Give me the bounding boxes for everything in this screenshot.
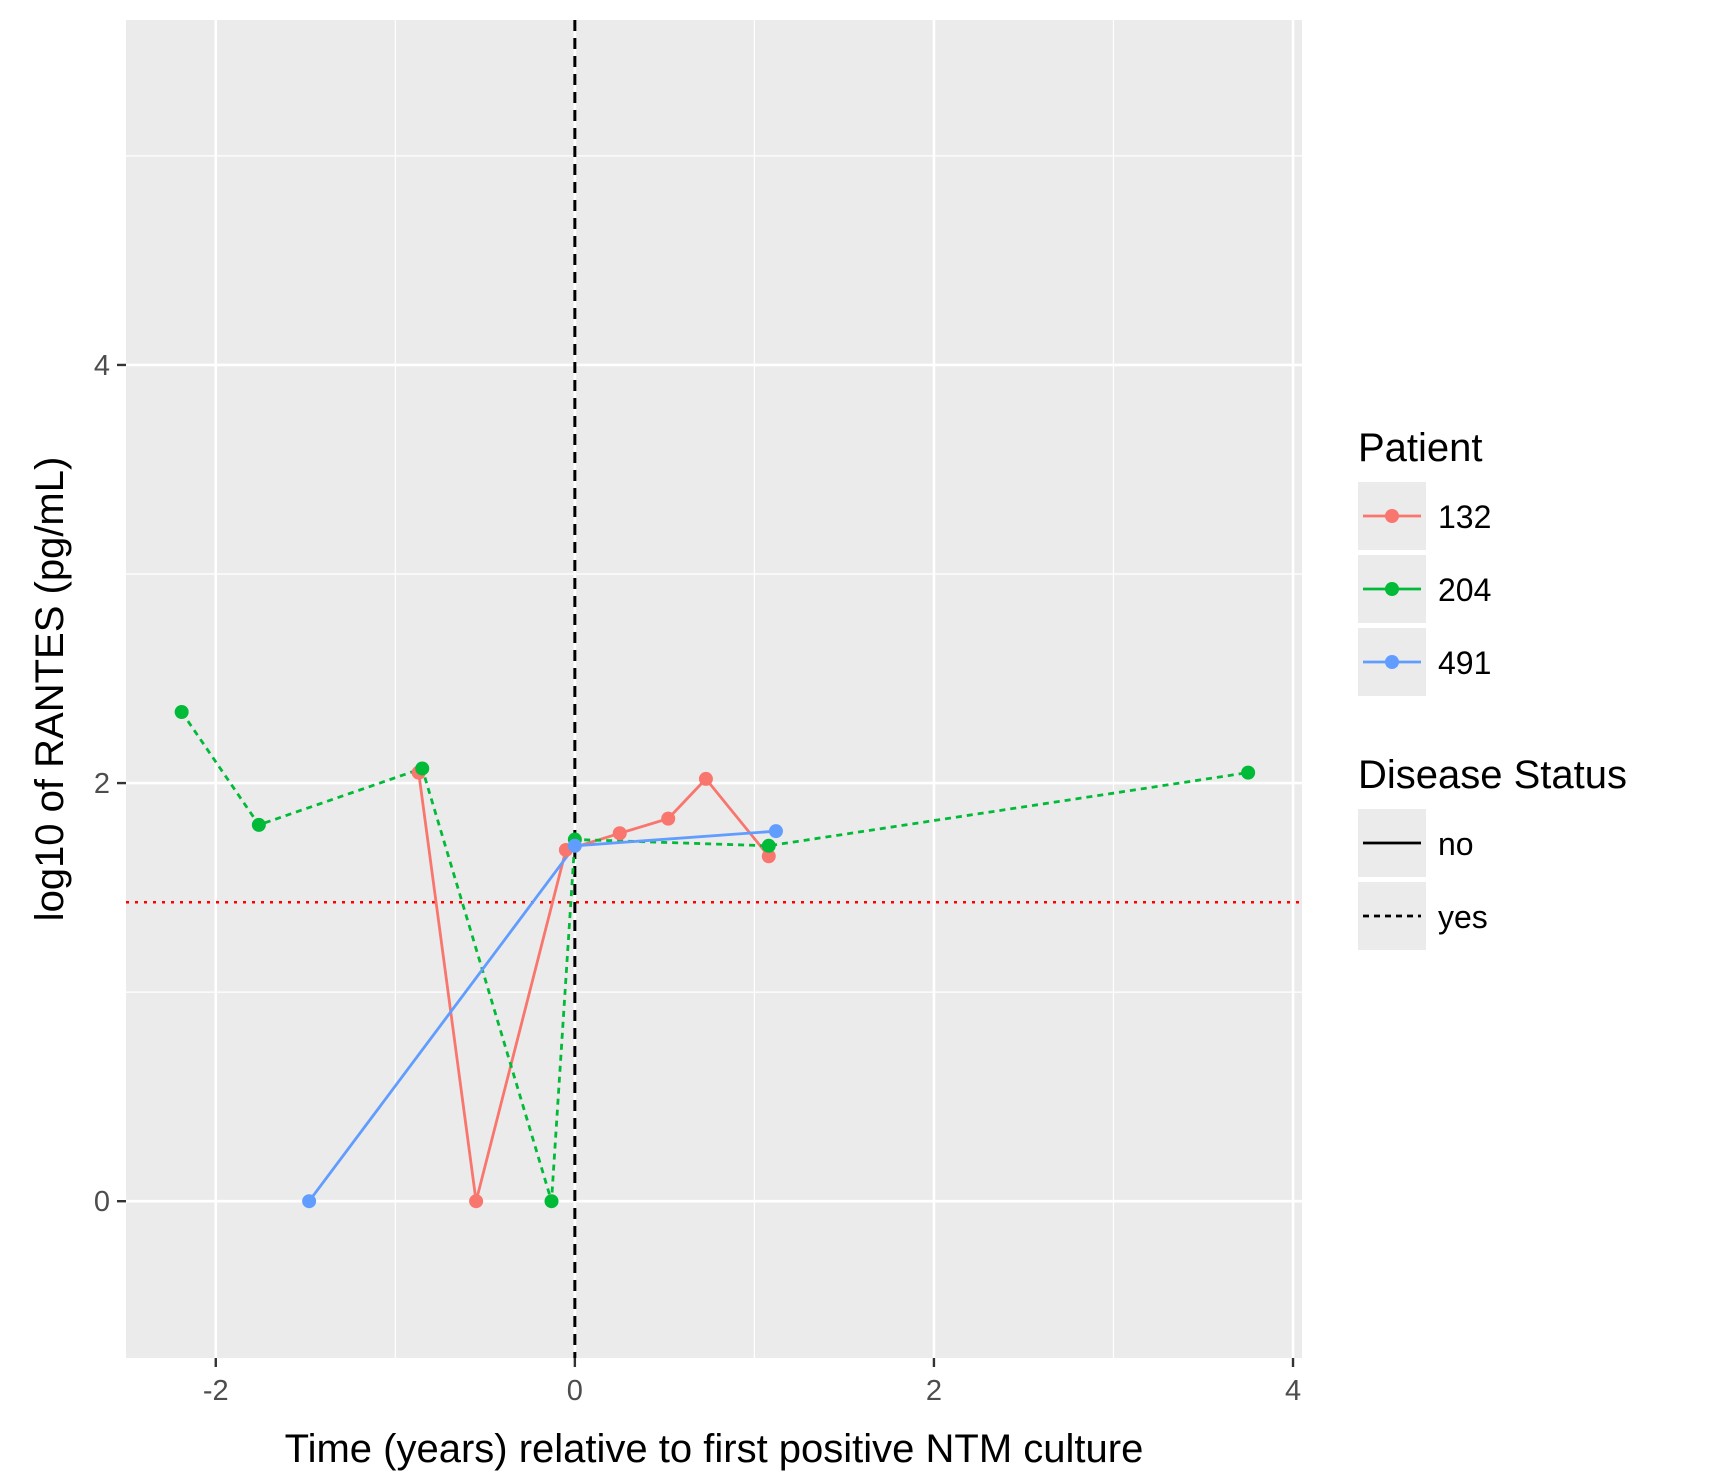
legend-label-patient: 204 <box>1438 572 1491 608</box>
data-point-132 <box>469 1194 484 1209</box>
minor-grid <box>126 20 1302 1358</box>
legend-label-status: yes <box>1438 899 1488 935</box>
data-point-204 <box>251 817 266 832</box>
y-tick-label: 4 <box>94 350 110 382</box>
data-point-491 <box>302 1194 317 1209</box>
data-point-132 <box>698 771 713 786</box>
major-grid <box>126 20 1302 1358</box>
legend-title-patient: Patient <box>1358 426 1483 470</box>
data-point-132 <box>612 826 627 841</box>
data-point-491 <box>768 824 783 839</box>
data-point-204 <box>1241 765 1256 780</box>
axes: -2 0 2 4 0 2 4 <box>94 350 1301 1407</box>
legend-key-point-491 <box>1385 655 1399 669</box>
data-point-204 <box>544 1194 559 1209</box>
data-point-491 <box>567 838 582 853</box>
x-tick-label: 2 <box>926 1375 942 1407</box>
legend-title-status: Disease Status <box>1358 753 1627 797</box>
y-axis-title: log10 of RANTES (pg/mL) <box>28 457 72 922</box>
legend-key-status <box>1358 882 1426 950</box>
reference-lines <box>126 20 1302 1358</box>
x-tick-label: 4 <box>1285 1375 1301 1407</box>
legend-label-patient: 491 <box>1438 645 1491 681</box>
x-axis-title: Time (years) relative to first positive … <box>285 1427 1144 1471</box>
legend-label-status: no <box>1438 826 1474 862</box>
series-layer <box>174 704 1256 1209</box>
data-point-204 <box>761 838 776 853</box>
legend-key-point-204 <box>1385 582 1399 596</box>
legend-label-patient: 132 <box>1438 499 1491 535</box>
legend: Patient 132 204 491 Disease Status no yes <box>1358 426 1627 950</box>
data-point-204 <box>174 704 189 719</box>
data-point-132 <box>661 811 676 826</box>
data-point-132 <box>761 849 776 864</box>
x-tick-label: 0 <box>567 1375 583 1407</box>
plot-panel <box>126 20 1302 1358</box>
legend-key-point-132 <box>1385 509 1399 523</box>
y-tick-label: 0 <box>94 1186 110 1218</box>
data-point-204 <box>415 761 430 776</box>
y-tick-label: 2 <box>94 768 110 800</box>
x-tick-label: -2 <box>203 1375 229 1407</box>
